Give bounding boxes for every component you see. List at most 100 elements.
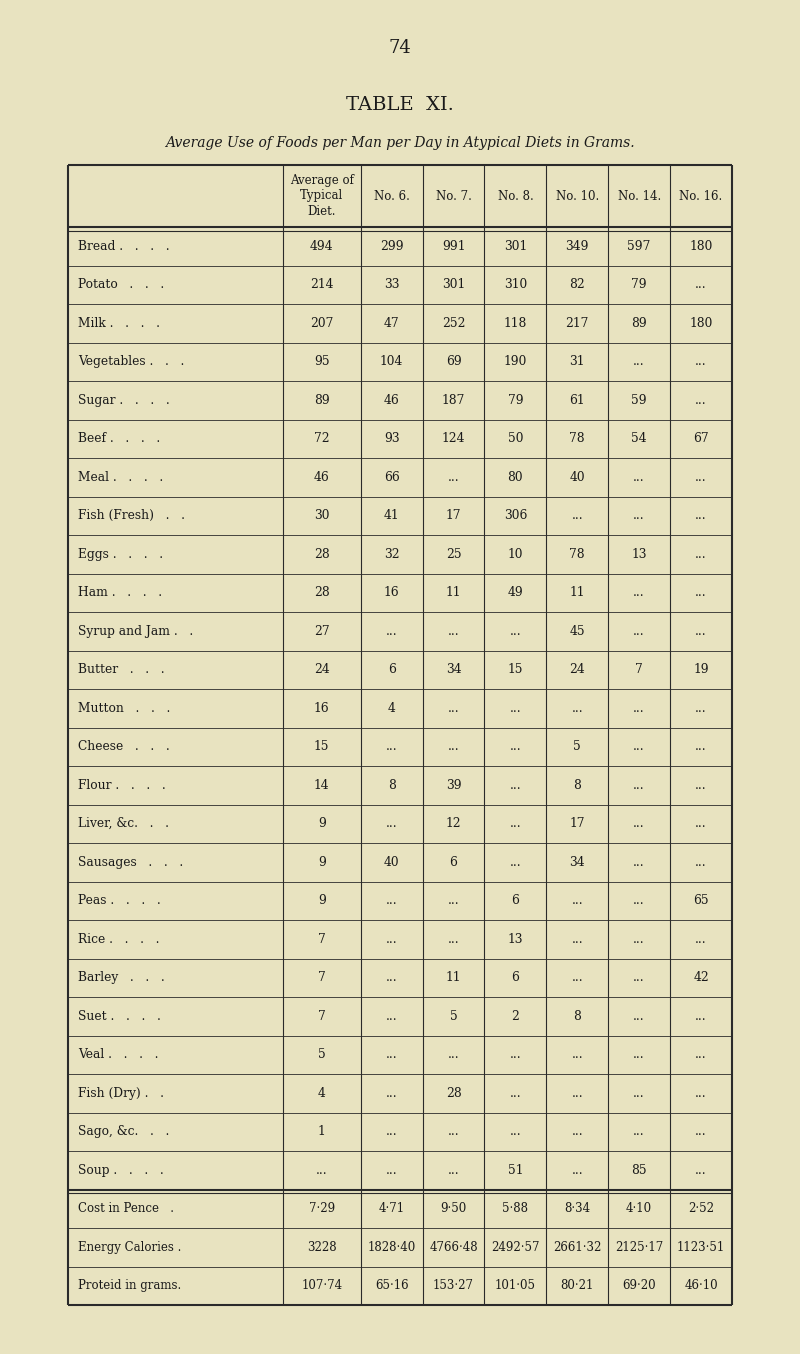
Text: 41: 41: [384, 509, 399, 523]
Text: 74: 74: [389, 39, 411, 57]
Text: 66: 66: [384, 471, 399, 483]
Text: 15: 15: [508, 663, 523, 676]
Text: ...: ...: [634, 355, 645, 368]
Text: ...: ...: [634, 818, 645, 830]
Text: 180: 180: [690, 240, 713, 253]
Text: ...: ...: [695, 933, 707, 945]
Text: Eggs .   .   .   .: Eggs . . . .: [78, 548, 163, 561]
Text: 4·10: 4·10: [626, 1202, 652, 1216]
Text: ...: ...: [571, 971, 583, 984]
Text: Beef .   .   .   .: Beef . . . .: [78, 432, 160, 445]
Text: ...: ...: [634, 1010, 645, 1022]
Text: 34: 34: [570, 856, 585, 869]
Text: 78: 78: [570, 548, 585, 561]
Text: 17: 17: [446, 509, 462, 523]
Text: ...: ...: [386, 818, 398, 830]
Text: ...: ...: [448, 741, 459, 753]
Text: 7: 7: [318, 933, 326, 945]
Text: ...: ...: [386, 1163, 398, 1177]
Text: ...: ...: [510, 818, 522, 830]
Text: Suet .   .   .   .: Suet . . . .: [78, 1010, 161, 1022]
Text: Rice .   .   .   .: Rice . . . .: [78, 933, 159, 945]
Text: 2661·32: 2661·32: [553, 1240, 602, 1254]
Text: 2492·57: 2492·57: [491, 1240, 540, 1254]
Text: ...: ...: [571, 933, 583, 945]
Text: ...: ...: [386, 1087, 398, 1099]
Text: 93: 93: [384, 432, 399, 445]
Text: 95: 95: [314, 355, 330, 368]
Text: 7·29: 7·29: [309, 1202, 334, 1216]
Text: ...: ...: [571, 1048, 583, 1062]
Text: ...: ...: [510, 624, 522, 638]
Text: ...: ...: [634, 971, 645, 984]
Text: 65·16: 65·16: [375, 1280, 409, 1292]
Text: Average of
Typical
Diet.: Average of Typical Diet.: [290, 175, 354, 218]
Text: ...: ...: [695, 548, 707, 561]
Text: 28: 28: [446, 1087, 462, 1099]
Text: 65: 65: [694, 894, 709, 907]
Text: Cheese   .   .   .: Cheese . . .: [78, 741, 170, 753]
Text: 16: 16: [384, 586, 399, 600]
Text: 16: 16: [314, 701, 330, 715]
Text: ...: ...: [634, 1048, 645, 1062]
Text: 118: 118: [504, 317, 527, 330]
Text: 49: 49: [507, 586, 523, 600]
Text: ...: ...: [634, 933, 645, 945]
Text: 54: 54: [631, 432, 647, 445]
Text: Peas .   .   .   .: Peas . . . .: [78, 894, 161, 907]
Text: ...: ...: [695, 741, 707, 753]
Text: 24: 24: [314, 663, 330, 676]
Text: 72: 72: [314, 432, 330, 445]
Text: 187: 187: [442, 394, 466, 406]
Text: 40: 40: [384, 856, 399, 869]
Text: ...: ...: [571, 1125, 583, 1139]
Text: 30: 30: [314, 509, 330, 523]
Text: 6: 6: [511, 971, 519, 984]
Text: 45: 45: [570, 624, 585, 638]
Text: ...: ...: [695, 818, 707, 830]
Text: 78: 78: [570, 432, 585, 445]
Text: Soup .   .   .   .: Soup . . . .: [78, 1163, 164, 1177]
Text: 4: 4: [318, 1087, 326, 1099]
Text: ...: ...: [695, 1163, 707, 1177]
Text: 349: 349: [566, 240, 589, 253]
Text: 214: 214: [310, 279, 334, 291]
Text: 59: 59: [631, 394, 647, 406]
Text: 10: 10: [508, 548, 523, 561]
Text: 5: 5: [574, 741, 581, 753]
Text: 4766·48: 4766·48: [430, 1240, 478, 1254]
Text: 8: 8: [574, 1010, 582, 1022]
Text: 46: 46: [314, 471, 330, 483]
Text: 82: 82: [570, 279, 585, 291]
Text: ...: ...: [695, 394, 707, 406]
Text: No. 8.: No. 8.: [498, 190, 534, 203]
Text: 31: 31: [570, 355, 585, 368]
Text: ...: ...: [510, 856, 522, 869]
Text: 11: 11: [446, 971, 462, 984]
Text: 4·71: 4·71: [378, 1202, 405, 1216]
Text: ...: ...: [316, 1163, 327, 1177]
Text: ...: ...: [571, 509, 583, 523]
Text: Veal .   .   .   .: Veal . . . .: [78, 1048, 158, 1062]
Text: 217: 217: [566, 317, 589, 330]
Text: Ham .   .   .   .: Ham . . . .: [78, 586, 162, 600]
Text: 13: 13: [631, 548, 647, 561]
Text: 79: 79: [631, 279, 647, 291]
Text: Butter   .   .   .: Butter . . .: [78, 663, 165, 676]
Text: No. 10.: No. 10.: [556, 190, 599, 203]
Text: Flour .   .   .   .: Flour . . . .: [78, 779, 166, 792]
Text: ...: ...: [695, 701, 707, 715]
Text: 33: 33: [384, 279, 399, 291]
Text: ...: ...: [448, 624, 459, 638]
Text: 299: 299: [380, 240, 403, 253]
Text: ...: ...: [634, 894, 645, 907]
Text: Barley   .   .   .: Barley . . .: [78, 971, 165, 984]
Text: ...: ...: [448, 1125, 459, 1139]
Text: 80·21: 80·21: [561, 1280, 594, 1292]
Text: 5·88: 5·88: [502, 1202, 528, 1216]
Text: ...: ...: [386, 741, 398, 753]
Text: ...: ...: [695, 509, 707, 523]
Text: ...: ...: [448, 933, 459, 945]
Text: 32: 32: [384, 548, 399, 561]
Text: 180: 180: [690, 317, 713, 330]
